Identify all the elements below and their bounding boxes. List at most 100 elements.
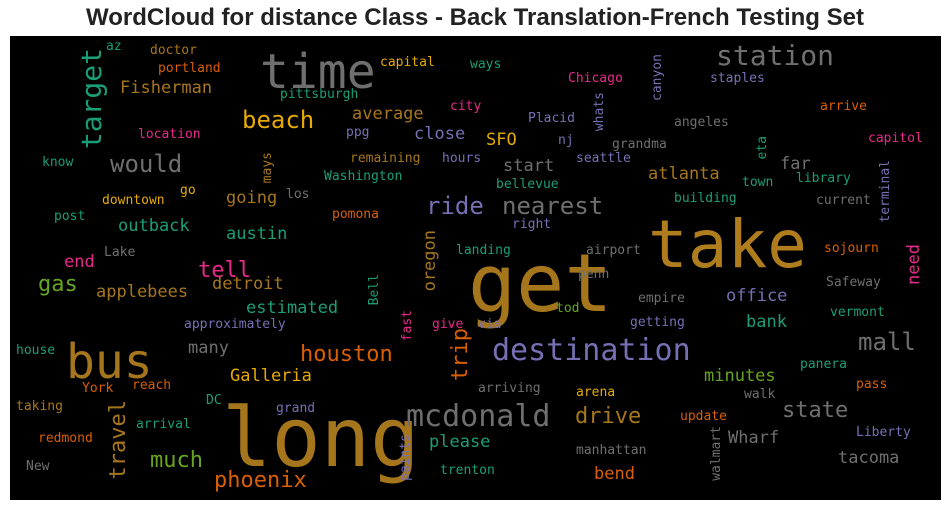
word-seattle: seattle: [576, 151, 631, 166]
word-paints: paints: [398, 434, 413, 481]
word-angeles: angeles: [674, 115, 729, 130]
word-town: town: [742, 175, 774, 190]
word-SFO: SFO: [486, 130, 517, 150]
word-empire: empire: [638, 291, 685, 306]
word-taking: taking: [16, 399, 63, 414]
word-station: station: [716, 39, 835, 72]
word-go: go: [180, 183, 196, 198]
word-Wharf: Wharf: [728, 428, 780, 448]
word-detroit: detroit: [212, 274, 284, 294]
word-phoenix: phoenix: [214, 468, 307, 493]
word-bus: bus: [66, 334, 153, 390]
word-beach: beach: [242, 106, 315, 134]
word-trenton: trenton: [440, 463, 495, 478]
word-Galleria: Galleria: [230, 366, 312, 386]
word-Chicago: Chicago: [568, 71, 623, 86]
word-approximately: approximately: [184, 317, 286, 332]
word-nearest: nearest: [502, 192, 604, 220]
word-austin: austin: [226, 224, 288, 244]
word-canyon: canyon: [650, 54, 665, 101]
word-airport: airport: [586, 243, 641, 258]
word-gas: gas: [38, 272, 78, 297]
word-doctor: doctor: [150, 43, 197, 58]
word-start: start: [503, 156, 555, 176]
word-minutes: minutes: [704, 366, 776, 386]
word-house: house: [16, 343, 56, 358]
word-pass: pass: [856, 377, 888, 392]
word-atlanta: atlanta: [648, 164, 720, 184]
word-capitol: capitol: [868, 131, 923, 146]
word-current: current: [816, 193, 871, 208]
word-know: know: [42, 155, 74, 170]
word-post: post: [54, 209, 86, 224]
word-close: close: [414, 124, 466, 144]
word-take: take: [648, 206, 807, 283]
word-nj: nj: [558, 133, 574, 148]
word-average: average: [352, 104, 424, 124]
word-ppg: ppg: [346, 125, 370, 140]
word-library: library: [796, 171, 851, 186]
word-bend: bend: [594, 464, 635, 484]
chart-title: WordCloud for distance Class - Back Tran…: [86, 4, 864, 31]
word-via: via: [478, 317, 502, 332]
word-estimated: estimated: [246, 298, 339, 318]
word-houston: houston: [300, 342, 393, 367]
word-whats: whats: [592, 92, 607, 132]
word-bellevue: bellevue: [496, 177, 559, 192]
word-bank: bank: [746, 312, 787, 332]
word-office: office: [726, 286, 788, 306]
word-need: need: [904, 244, 924, 285]
word-location: location: [138, 127, 201, 142]
word-mall: mall: [858, 328, 916, 356]
word-fast: fast: [400, 310, 415, 342]
word-mays: mays: [260, 152, 275, 184]
word-Fisherman: Fisherman: [120, 78, 213, 98]
word-drive: drive: [575, 404, 642, 429]
word-many: many: [188, 338, 229, 358]
word-far: far: [780, 154, 811, 174]
word-panera: panera: [800, 357, 847, 372]
word-arrive: arrive: [820, 99, 867, 114]
word-landing: landing: [456, 243, 511, 258]
word-long: long: [222, 391, 420, 486]
word-give: give: [432, 317, 464, 332]
word-end: end: [64, 252, 95, 272]
word-staples: staples: [710, 71, 765, 86]
word-redmond: redmond: [38, 431, 93, 446]
word-Liberty: Liberty: [856, 425, 911, 440]
word-vermont: vermont: [830, 305, 885, 320]
word-tod: tod: [556, 301, 580, 316]
word-terminal: terminal: [878, 160, 893, 223]
word-sojourn: sojourn: [824, 241, 879, 256]
word-travel: travel: [106, 400, 131, 480]
word-walmart: walmart: [709, 426, 724, 481]
word-target: target: [75, 48, 108, 150]
word-eta: eta: [755, 136, 770, 160]
word-York: York: [82, 381, 114, 396]
word-oregon: oregon: [420, 230, 440, 292]
word-tell: tell: [198, 258, 251, 283]
word-pomona: pomona: [332, 207, 379, 222]
word-los: los: [286, 187, 310, 202]
word-arena: arena: [576, 385, 616, 400]
word-arriving: arriving: [478, 381, 541, 396]
word-Placid: Placid: [528, 111, 575, 126]
word-ride: ride: [426, 192, 484, 220]
word-state: state: [782, 398, 849, 423]
word-arrival: arrival: [136, 417, 191, 432]
word-remaining: remaining: [350, 151, 421, 166]
word-mcdonald: mcdonald: [406, 399, 551, 434]
word-capital: capital: [380, 55, 435, 70]
word-getting: getting: [630, 315, 685, 330]
word-going: going: [226, 188, 278, 208]
word-update: update: [680, 409, 727, 424]
word-outback: outback: [118, 216, 190, 236]
word-applebees: applebees: [96, 282, 189, 302]
word-grand: grand: [276, 401, 316, 416]
word-reach: reach: [132, 378, 172, 393]
word-downtown: downtown: [102, 193, 165, 208]
wordcloud-canvas: take get long time bus destination mcdon…: [10, 36, 941, 500]
word-grandma: grandma: [612, 137, 667, 152]
word-pittsburgh: pittsburgh: [280, 87, 359, 102]
word-building: building: [674, 191, 737, 206]
